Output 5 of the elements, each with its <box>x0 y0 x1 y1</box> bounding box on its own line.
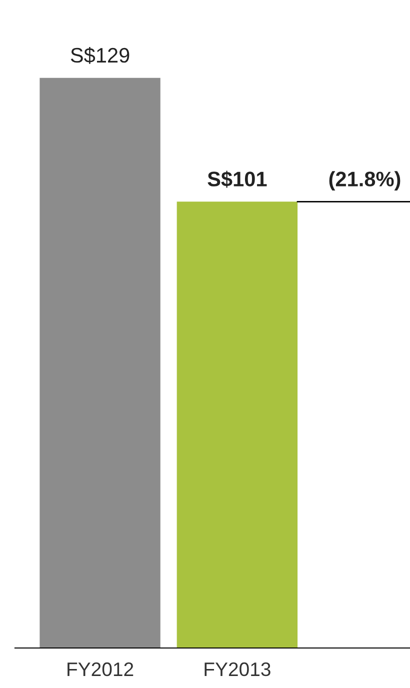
x-tick-label: FY2013 <box>204 662 270 676</box>
annotation: (21.8%) <box>329 171 400 191</box>
x-tick-label: FY2012 <box>68 662 134 676</box>
data-label: S$129 <box>70 47 130 64</box>
data-label: S$101 <box>208 170 267 188</box>
